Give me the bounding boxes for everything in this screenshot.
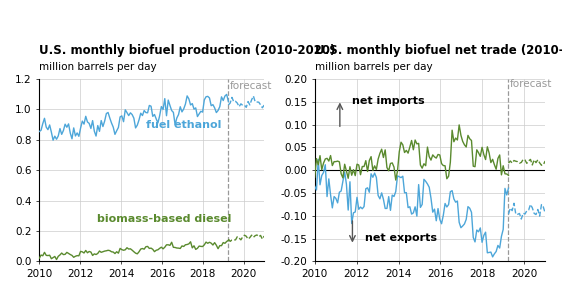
Text: forecast: forecast (510, 80, 552, 89)
Text: million barrels per day: million barrels per day (39, 62, 157, 72)
Text: million barrels per day: million barrels per day (315, 62, 432, 72)
Text: net exports: net exports (365, 233, 437, 243)
Text: forecast: forecast (230, 81, 273, 91)
Text: biomass-based diesel: biomass-based diesel (97, 214, 231, 224)
Text: U.S. monthly biofuel production (2010-2020): U.S. monthly biofuel production (2010-20… (39, 44, 336, 57)
Text: fuel ethanol: fuel ethanol (146, 120, 221, 130)
Text: net imports: net imports (352, 96, 425, 106)
Text: U.S. monthly biofuel net trade (2010-2020): U.S. monthly biofuel net trade (2010-202… (315, 44, 562, 57)
